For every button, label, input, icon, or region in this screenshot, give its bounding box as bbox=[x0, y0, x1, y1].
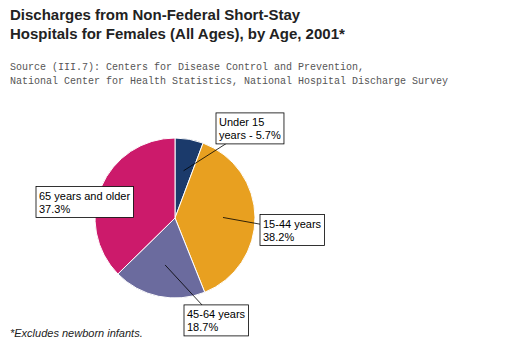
chart: Discharges from Non-Federal Short-Stay Ho… bbox=[0, 0, 524, 345]
data-label: 65 years and older37.3% bbox=[39, 190, 130, 215]
labels: Under 15years - 5.7% 15-44 years38.2% 45-6… bbox=[36, 113, 325, 336]
background bbox=[0, 0, 524, 345]
data-label-group: 45-64 years18.7% bbox=[165, 265, 248, 336]
title: Hospitals for Females (All Ages), by Age… bbox=[10, 25, 345, 42]
label-box bbox=[36, 187, 133, 218]
footnote: *Excludes newborn infants. bbox=[10, 327, 143, 339]
data-label: 15-44 years38.2% bbox=[263, 218, 322, 243]
label-box bbox=[260, 215, 325, 246]
label-box bbox=[184, 305, 249, 336]
data-label: 45-64 years18.7% bbox=[187, 308, 246, 333]
source: Source (III.7): Centers for Disease Cont… bbox=[10, 62, 364, 73]
data-label-group: 15-44 years38.2% bbox=[223, 215, 325, 246]
data-label: Under 15years - 5.7% bbox=[219, 116, 281, 141]
source: National Center for Health Statistics, N… bbox=[10, 76, 448, 87]
data-label-group: Under 15years - 5.7% bbox=[184, 113, 284, 171]
data-label-group: 65 years and older37.3% bbox=[36, 187, 133, 218]
pie bbox=[95, 138, 255, 298]
label-box bbox=[216, 113, 284, 144]
title: Discharges from Non-Federal Short-Stay bbox=[10, 6, 301, 23]
